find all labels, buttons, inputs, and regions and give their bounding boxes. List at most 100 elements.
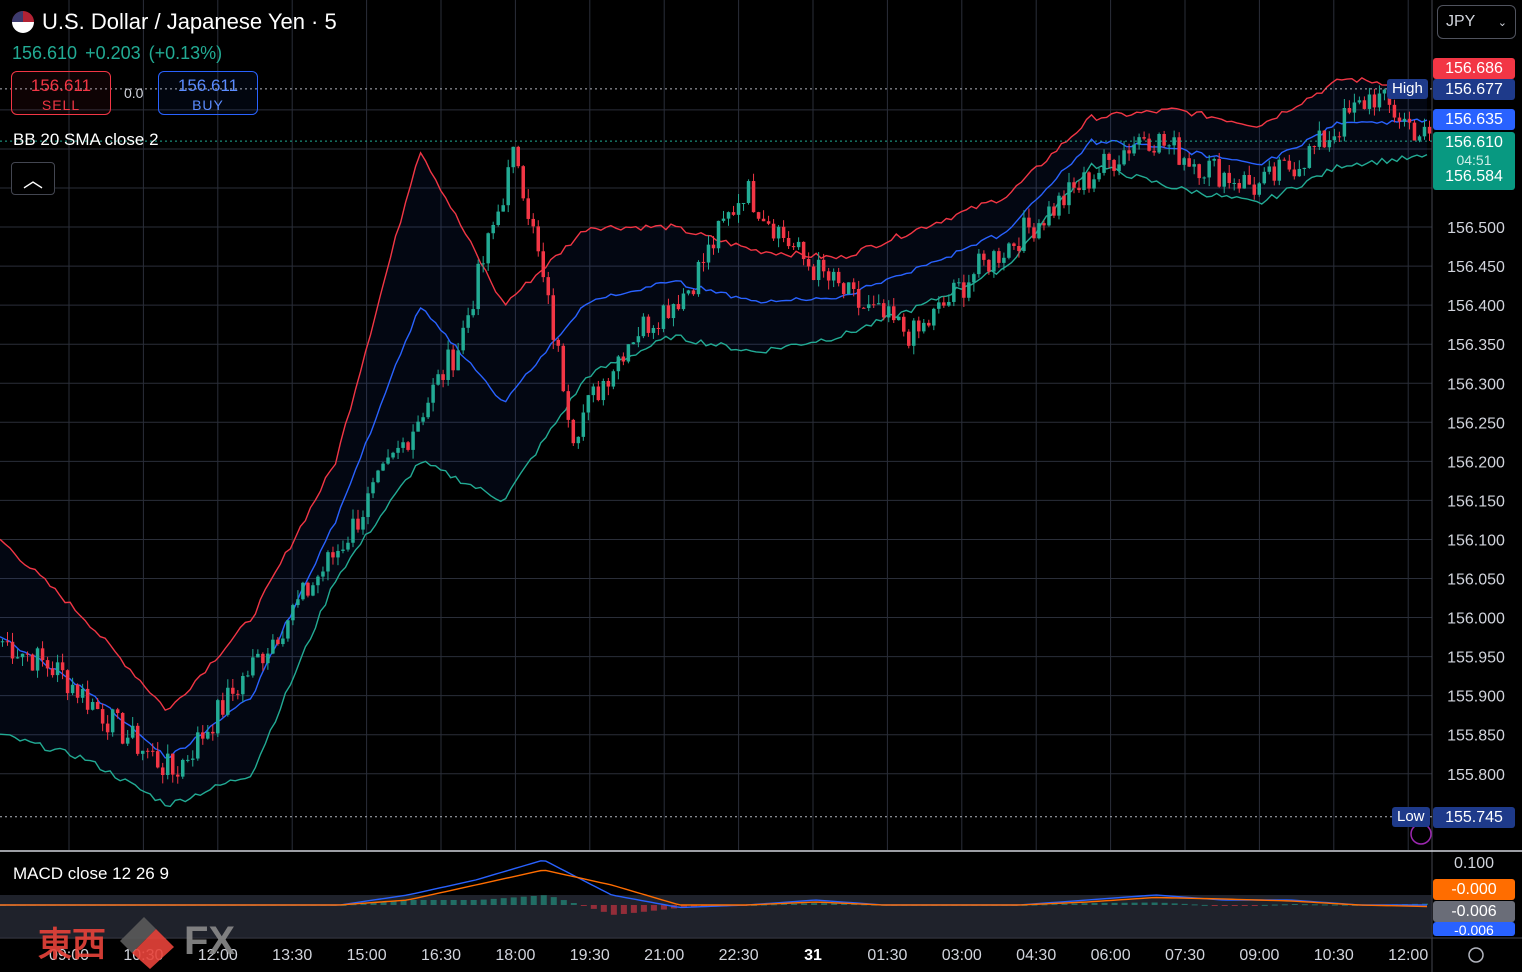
candle-body [311, 585, 315, 596]
candle-body [486, 233, 490, 264]
candle-body [932, 308, 936, 326]
macd-hist-bar [480, 899, 487, 905]
price-axis[interactable]: 156.500 156.450 156.400 156.350 156.300 156.2… [1447, 220, 1505, 784]
buy-button[interactable]: 156.611 BUY [158, 71, 258, 115]
candle-body [1112, 159, 1116, 171]
candle-body [216, 700, 220, 734]
price-change: +0.203 [85, 43, 141, 63]
macd-hist-bar [1271, 904, 1278, 906]
candle-body [716, 220, 721, 249]
macd-hist-bar [1101, 902, 1108, 905]
macd-hist-bar [440, 900, 447, 905]
candle-body [546, 277, 551, 296]
candle-body [85, 688, 90, 710]
candle-body [55, 662, 60, 676]
price-tick-label: 155.950 [1447, 650, 1505, 667]
macd-hist-bar [1281, 904, 1288, 906]
candle-body [271, 639, 275, 654]
candle-body [1307, 146, 1312, 168]
candle-body [35, 648, 40, 671]
candle-body [466, 315, 470, 328]
candle-body [115, 709, 120, 714]
candle-body [276, 639, 280, 645]
time-tick-label: 31 [804, 947, 822, 964]
candlestick-series [0, 81, 1432, 784]
candle-body [791, 246, 796, 248]
macd-hist-bar [660, 905, 667, 910]
sell-button[interactable]: 156.611 SELL [11, 71, 111, 115]
candle-body [696, 261, 701, 295]
candle-body [90, 701, 95, 710]
candle-body [851, 282, 856, 289]
bar-countdown: 04:51 [1456, 152, 1492, 168]
candle-body [841, 283, 846, 295]
time-tick-label: 06:00 [1091, 947, 1131, 964]
macd-hist-bar [1321, 904, 1328, 906]
candle-body [731, 212, 736, 215]
macd-hist-bar [490, 898, 497, 905]
bb-indicator-legend[interactable]: BB 20 SMA close 2 [13, 130, 159, 149]
candle-body [201, 732, 205, 739]
candle-body [75, 684, 80, 698]
candle-body [821, 259, 826, 272]
currency-select[interactable]: JPY ⌄ [1437, 5, 1516, 39]
candle-body [1102, 153, 1106, 173]
candle-body [521, 166, 525, 199]
candle-body [436, 374, 440, 385]
candle-body [491, 225, 495, 234]
currency-select-value: JPY [1446, 13, 1476, 30]
candle-body [1322, 130, 1327, 148]
macd-hist-bar [450, 900, 457, 905]
last-price-label: 156.610 04:51 156.584 [1433, 132, 1515, 190]
time-tick-label: 19:30 [570, 947, 610, 964]
candle-body [1252, 184, 1257, 195]
macd-hist-bar [570, 903, 577, 905]
candle-body [551, 295, 556, 340]
last-price: 156.610 [12, 43, 78, 63]
time-axis[interactable]: 09:00 10:30 12:00 13:30 15:00 16:30 18:00 19:30… [49, 947, 1428, 964]
candle-body [1147, 138, 1151, 151]
candle-body [902, 316, 906, 332]
candle-body [361, 517, 365, 530]
candle-body [160, 767, 165, 776]
candle-body [206, 731, 210, 739]
macd-hist-bar [1211, 905, 1218, 906]
candle-body [1347, 108, 1352, 113]
macd-hist-bar [791, 903, 798, 905]
macd-hist-bar [1081, 903, 1088, 905]
candle-body [251, 657, 255, 676]
macd-hist-bar [1051, 904, 1058, 906]
watermark-logo-icon [120, 917, 174, 969]
candle-body [671, 304, 676, 319]
candle-body [711, 244, 716, 249]
symbol-title[interactable]: U.S. Dollar / Japanese Yen · 5 [12, 9, 337, 35]
macd-indicator-legend[interactable]: MACD close 12 26 9 [13, 864, 169, 883]
candle-body [922, 322, 926, 332]
candle-body [281, 638, 285, 645]
bb-upper-label: 156.686 [1433, 58, 1515, 79]
macd-hist-bar [700, 905, 707, 907]
macd-hist-bar [560, 900, 567, 905]
macd-hist-bar [1331, 904, 1338, 906]
candle-body [446, 349, 450, 380]
time-tick-label: 10:30 [1314, 947, 1354, 964]
candle-body [1332, 136, 1337, 141]
collapse-legend-button[interactable]: ︿ [11, 162, 55, 195]
candle-body [771, 223, 776, 239]
macd-hist-bar [1111, 902, 1118, 905]
candle-body [481, 263, 485, 265]
candle-body [376, 470, 380, 483]
candle-body [556, 339, 561, 346]
candle-body [211, 731, 215, 734]
candle-body [1182, 158, 1186, 165]
candle-body [806, 259, 811, 267]
candle-body [601, 380, 606, 401]
candle-body [997, 251, 1001, 263]
candle-body [401, 442, 405, 448]
watermark-cn: 東西 [38, 924, 106, 965]
candle-body [1177, 137, 1181, 165]
price-tick-label: 156.150 [1447, 493, 1505, 510]
bollinger-bands [0, 77, 1428, 808]
macd-hist-bar [801, 903, 808, 905]
